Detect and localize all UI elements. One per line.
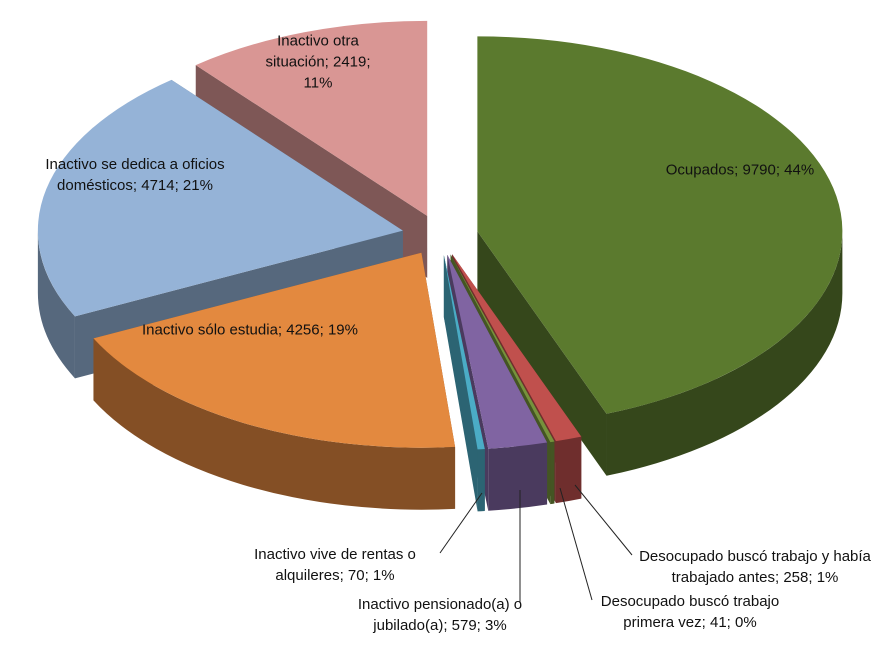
slice xyxy=(443,255,485,512)
slice-top xyxy=(452,254,582,442)
data-label: Desocupado buscó trabajo primera vez; 41… xyxy=(600,593,780,631)
leader-lines xyxy=(439,484,633,603)
slice-side xyxy=(477,448,485,512)
data-label: Inactivo pensionado(a) o jubilado(a); 57… xyxy=(357,596,523,634)
leader-line xyxy=(559,487,593,601)
data-label: Inactivo sólo estudia; 4256; 19% xyxy=(142,321,358,339)
slice-top xyxy=(195,20,428,216)
slice-top xyxy=(443,255,485,450)
data-label: Inactivo se dedica a oficios domésticos;… xyxy=(45,156,225,194)
slice-side xyxy=(550,441,555,505)
data-label: Inactivo otra situación; 2419; 11% xyxy=(265,32,371,92)
slice-top xyxy=(447,254,548,449)
slice-side xyxy=(37,230,75,379)
slice-wall xyxy=(443,255,478,512)
slice-top xyxy=(477,36,843,414)
leader-line xyxy=(439,492,483,554)
leader-line xyxy=(574,484,633,556)
slice-side xyxy=(555,436,582,504)
slice-top xyxy=(37,79,403,317)
slices xyxy=(37,20,843,512)
data-label: Desocupado buscó trabajo y había trabaja… xyxy=(639,548,871,586)
data-label: Inactivo vive de rentas o alquileres; 70… xyxy=(254,546,416,584)
slice-side xyxy=(606,231,843,476)
slice xyxy=(93,252,456,510)
slice-side xyxy=(93,338,456,510)
slice-side xyxy=(488,442,548,511)
data-label: Ocupados; 9790; 44% xyxy=(665,161,815,179)
slice xyxy=(477,36,843,476)
slice-top xyxy=(93,252,456,448)
slice-wall xyxy=(477,231,607,476)
slice-top xyxy=(450,254,555,443)
